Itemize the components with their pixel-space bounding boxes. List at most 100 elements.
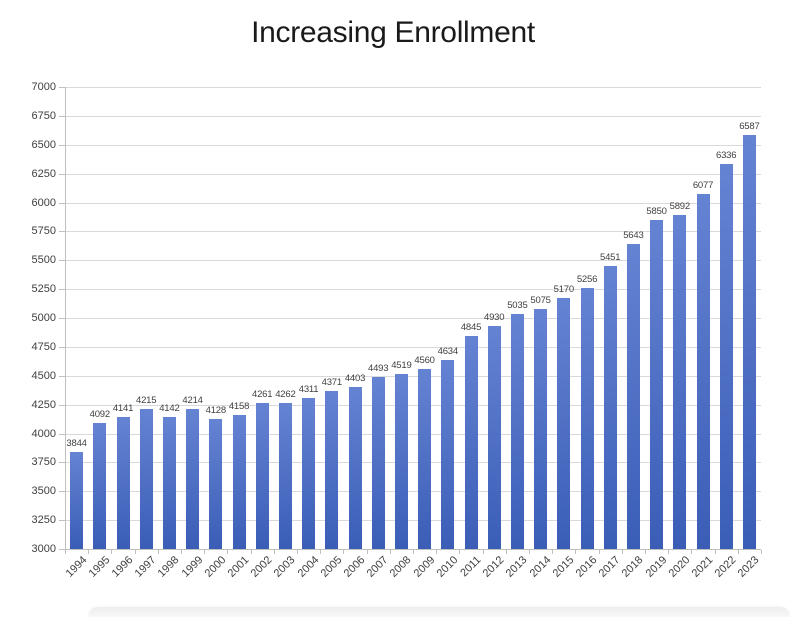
x-axis-tick	[157, 550, 159, 554]
bar-2007	[371, 377, 385, 549]
y-axis-tick-label: 6500	[31, 139, 56, 151]
data-label-1995: 4092	[89, 409, 111, 420]
y-axis-tick-label: 4000	[31, 428, 56, 440]
gridline	[65, 376, 761, 377]
x-axis-tick	[111, 550, 113, 554]
bar-2015	[557, 298, 571, 549]
bar-1999	[186, 409, 200, 549]
data-label-2016: 5256	[576, 274, 598, 285]
data-label-2012: 4930	[484, 312, 505, 323]
chart-title: Increasing Enrollment	[251, 16, 535, 49]
data-label-2009: 4560	[414, 355, 435, 366]
data-label-2007: 4493	[368, 363, 389, 374]
y-axis-line	[65, 87, 66, 549]
next-slide-edge	[88, 607, 790, 617]
bar-1996	[116, 417, 130, 549]
data-label-2010: 4634	[437, 346, 459, 357]
x-axis-tick	[366, 550, 368, 554]
bar-2019	[650, 220, 664, 549]
y-axis-tick-label: 6250	[31, 168, 56, 180]
y-axis-tick-label: 3000	[31, 543, 56, 555]
gridline	[65, 203, 761, 204]
x-axis-tick	[65, 550, 66, 554]
gridline	[65, 260, 761, 261]
x-axis-tick	[761, 550, 762, 554]
y-axis-tick	[59, 462, 65, 463]
y-axis-tick	[59, 203, 65, 204]
y-axis-tick	[59, 520, 65, 521]
x-axis-tick	[389, 550, 391, 554]
y-axis-tick-label: 5750	[31, 225, 56, 237]
data-label-2001: 4158	[228, 401, 250, 412]
data-label-2011: 4845	[460, 322, 482, 333]
bar-2012	[487, 326, 501, 549]
x-axis-tick	[436, 550, 438, 554]
gridline	[65, 520, 761, 521]
data-label-2022: 6336	[716, 150, 737, 161]
y-axis-tick-label: 5000	[31, 312, 56, 324]
gridline	[65, 491, 761, 492]
bar-2005	[325, 391, 339, 549]
data-label-1996: 4141	[112, 403, 134, 414]
x-axis-tick	[691, 550, 693, 554]
y-axis-tick	[59, 116, 65, 117]
x-axis-tick	[598, 550, 600, 554]
x-axis-tick	[482, 550, 484, 554]
y-axis-tick	[59, 491, 65, 492]
bar-2022	[719, 164, 733, 549]
bar-2001	[232, 415, 246, 549]
y-axis-tick-label: 5250	[31, 283, 56, 295]
y-axis-tick-label: 6000	[31, 197, 56, 209]
bar-2016	[580, 288, 594, 549]
data-label-1999: 4214	[182, 395, 203, 406]
bar-2008	[394, 374, 408, 549]
y-axis-tick-label: 6750	[31, 110, 56, 122]
data-label-2020: 5892	[669, 201, 691, 212]
x-axis-tick	[134, 550, 136, 554]
gridline	[65, 231, 761, 232]
y-axis-tick-label: 3750	[31, 456, 56, 468]
y-axis-tick-label: 3250	[31, 514, 56, 526]
bar-2002	[255, 403, 269, 549]
bar-1995	[93, 423, 107, 549]
data-label-2017: 5451	[600, 252, 621, 263]
x-axis-tick	[621, 550, 623, 554]
y-axis-tick	[59, 376, 65, 377]
x-axis-tick	[273, 550, 275, 554]
bar-2011	[464, 336, 478, 549]
y-axis-tick	[59, 260, 65, 261]
x-axis-tick	[737, 550, 739, 554]
bar-1994	[70, 452, 84, 549]
x-axis-line	[65, 549, 761, 550]
x-axis-tick	[343, 550, 345, 554]
data-label-2000: 4128	[205, 405, 227, 416]
x-axis-tick	[88, 550, 90, 554]
x-axis-tick	[552, 550, 554, 554]
y-axis-tick	[59, 231, 65, 232]
data-label-2005: 4371	[321, 377, 343, 388]
bar-2006	[348, 387, 362, 549]
y-axis-tick	[59, 549, 65, 550]
bar-2021	[696, 194, 710, 549]
bar-1998	[162, 417, 176, 549]
x-axis-tick	[413, 550, 414, 554]
data-label-2002: 4261	[252, 389, 273, 400]
data-label-2008: 4519	[391, 360, 412, 371]
bar-2000	[209, 419, 223, 549]
data-label-2004: 4311	[298, 384, 319, 395]
bar-2009	[418, 369, 432, 549]
x-axis-tick	[714, 550, 716, 554]
data-label-2003: 4262	[275, 389, 296, 400]
gridline	[65, 347, 761, 348]
y-axis-tick	[59, 145, 65, 146]
bar-2004	[302, 398, 316, 549]
y-axis-tick-label: 4750	[31, 341, 56, 353]
x-axis-tick	[227, 550, 229, 554]
x-axis-tick	[645, 550, 646, 554]
bar-2013	[510, 314, 524, 549]
gridline	[65, 87, 761, 88]
y-axis-tick	[59, 434, 65, 435]
y-axis-tick-label: 4500	[31, 370, 56, 382]
x-axis-tick	[204, 550, 206, 554]
